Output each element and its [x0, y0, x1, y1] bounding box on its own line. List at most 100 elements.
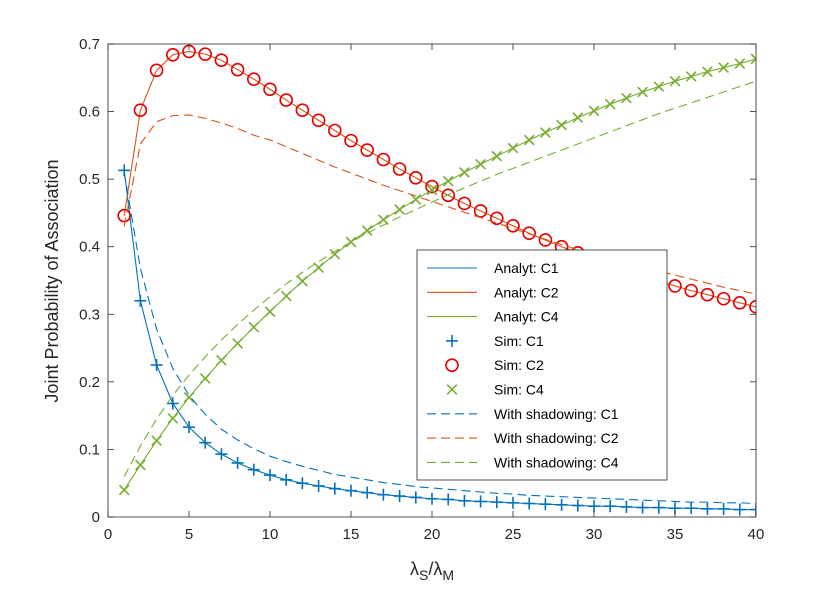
data-point-circle [198, 47, 212, 61]
data-point-x [621, 92, 632, 104]
data-point-plus [685, 502, 698, 515]
x-label-lambda-m: λ [433, 559, 442, 579]
data-point-x [151, 435, 162, 447]
data-point-circle [700, 287, 715, 302]
data-point-circle [133, 103, 148, 118]
data-point-circle [214, 53, 229, 68]
data-point-x [523, 134, 535, 146]
data-point-plus [134, 294, 147, 307]
y-tick-label: 0.1 [79, 441, 100, 458]
y-axis-label: Joint Probability of Association [42, 159, 62, 402]
data-point-circle [166, 48, 180, 62]
x-tick-label: 30 [586, 526, 603, 543]
legend-label: With shadowing: C4 [494, 454, 619, 470]
ticks-layer: 0 5 10 15 20 25 30 35 40 0 0.1 0.2 0.3 0.4 0.5 0.6 0.7 [79, 36, 764, 543]
series-line-analyt-c4 [123, 58, 756, 491]
data-point-x [118, 484, 130, 496]
legend-entry-sim-c2: Sim: C2 [445, 357, 544, 373]
data-point-circle [279, 93, 294, 107]
data-point-circle [668, 279, 682, 293]
series-line-with-shadowing-c1 [123, 172, 756, 505]
data-point-x [653, 81, 665, 92]
data-point-x [475, 158, 486, 170]
data-point-plus [604, 500, 617, 513]
data-point-plus [409, 491, 422, 504]
data-point-plus [199, 436, 212, 449]
data-point-x [280, 290, 292, 302]
data-point-circle [311, 113, 326, 128]
data-point-plus [620, 500, 633, 513]
data-point-x [329, 248, 341, 260]
legend-label: With shadowing: C1 [494, 406, 619, 422]
data-point-circle [149, 63, 164, 78]
data-point-plus [296, 477, 309, 490]
x-tick-label: 10 [262, 526, 279, 543]
data-point-x [248, 321, 260, 333]
data-point-x [491, 150, 503, 162]
data-point-plus [166, 397, 179, 410]
data-point-plus [247, 463, 260, 476]
data-point-plus [523, 497, 536, 510]
data-point-x [685, 71, 697, 82]
y-tick-label: 0 [92, 509, 100, 526]
x-tick-label: 5 [185, 526, 193, 543]
data-point-plus [733, 503, 746, 516]
legend-label: Sim: C4 [494, 382, 544, 398]
data-point-plus [490, 496, 503, 509]
legend-marker-plus [446, 334, 458, 347]
data-point-x [556, 119, 567, 131]
data-point-x [734, 58, 746, 69]
x-label-sub-m: M [442, 567, 454, 583]
data-point-x [426, 184, 438, 196]
data-point-x [442, 175, 454, 187]
data-point-plus [507, 496, 519, 509]
legend-label: Sim: C1 [494, 333, 544, 349]
data-point-x [507, 142, 519, 154]
legend-entry-analyt-c2: Analyt: C2 [427, 284, 559, 300]
data-point-plus [426, 492, 438, 505]
data-point-circle [360, 143, 375, 157]
data-point-x [183, 392, 195, 403]
data-point-circle [263, 82, 277, 97]
legend-entry-sim-c4: Sim: C4 [446, 382, 544, 398]
data-point-x [669, 75, 681, 87]
series-sim-c4 [118, 53, 756, 496]
x-label-sub-s: S [419, 567, 428, 583]
data-point-plus [652, 501, 665, 514]
data-point-x [361, 225, 373, 236]
legend-entry-with-shadowing-c2: With shadowing: C2 [427, 430, 619, 446]
data-point-plus [571, 499, 584, 512]
data-point-plus [701, 502, 714, 515]
data-point-x [199, 373, 211, 384]
data-point-circle [344, 133, 358, 148]
data-point-x [297, 275, 308, 287]
legend-entry-analyt-c4: Analyt: C4 [427, 309, 559, 325]
data-point-circle [230, 62, 245, 77]
data-point-circle [441, 188, 456, 203]
x-label-lambda-s: λ [410, 559, 419, 579]
data-point-circle [392, 162, 407, 176]
data-point-plus [345, 484, 357, 497]
y-tick-label: 0.2 [79, 374, 100, 391]
data-point-plus [458, 494, 471, 507]
legend-marker-circle [445, 358, 459, 373]
x-tick-label: 40 [748, 526, 765, 543]
data-point-x [264, 306, 276, 317]
data-point-x [459, 167, 470, 178]
data-point-circle [457, 196, 472, 211]
data-point-plus [328, 482, 341, 495]
data-point-circle [749, 300, 756, 314]
series-analyt-c4 [123, 58, 756, 491]
x-label-slash: / [428, 559, 433, 579]
data-point-plus [474, 495, 487, 508]
legend-label: Analyt: C2 [494, 284, 559, 300]
data-point-circle [684, 283, 699, 298]
data-point-plus [377, 488, 390, 501]
x-tick-label: 25 [505, 526, 522, 543]
data-point-x [572, 112, 584, 124]
data-point-plus [588, 500, 600, 513]
legend-entry-analyt-c1: Analyt: C1 [427, 260, 559, 276]
data-point-x [345, 236, 357, 248]
legend-entry-with-shadowing-c1: With shadowing: C1 [427, 406, 619, 422]
